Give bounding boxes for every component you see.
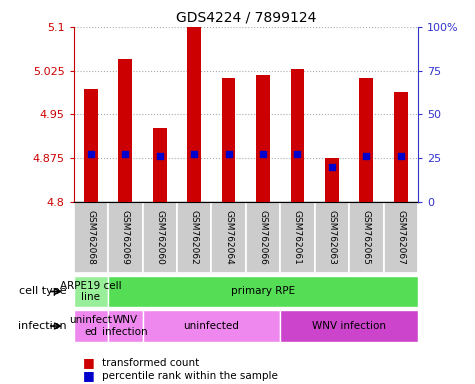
- Bar: [108, 310, 142, 342]
- Bar: [187, 27, 201, 202]
- Text: GSM762069: GSM762069: [121, 210, 130, 265]
- Text: GSM762065: GSM762065: [362, 210, 371, 265]
- Bar: [74, 276, 108, 307]
- Text: ■: ■: [83, 356, 95, 369]
- Bar: [291, 70, 304, 202]
- Bar: [325, 158, 339, 202]
- Text: transformed count: transformed count: [102, 358, 200, 368]
- Text: GSM762061: GSM762061: [293, 210, 302, 265]
- Text: GSM762066: GSM762066: [258, 210, 267, 265]
- Bar: [384, 202, 418, 273]
- Point: [294, 151, 301, 157]
- Text: GSM762068: GSM762068: [86, 210, 95, 265]
- Text: ■: ■: [83, 369, 95, 382]
- Bar: [314, 202, 349, 273]
- Text: primary RPE: primary RPE: [231, 286, 295, 296]
- Point: [225, 151, 232, 157]
- Bar: [280, 310, 418, 342]
- Text: GSM762062: GSM762062: [190, 210, 199, 265]
- Bar: [142, 202, 177, 273]
- Bar: [394, 92, 408, 202]
- Text: WNV infection: WNV infection: [312, 321, 386, 331]
- Text: GSM762060: GSM762060: [155, 210, 164, 265]
- Point: [156, 153, 163, 159]
- Text: uninfect
ed: uninfect ed: [69, 315, 112, 337]
- Title: GDS4224 / 7899124: GDS4224 / 7899124: [176, 10, 316, 24]
- Text: cell type: cell type: [19, 286, 66, 296]
- Bar: [360, 78, 373, 202]
- Bar: [177, 202, 211, 273]
- Text: GSM762063: GSM762063: [327, 210, 336, 265]
- Text: infection: infection: [18, 321, 66, 331]
- Text: ARPE19 cell
line: ARPE19 cell line: [60, 281, 122, 302]
- Bar: [246, 202, 280, 273]
- Text: GSM762064: GSM762064: [224, 210, 233, 265]
- Bar: [280, 202, 314, 273]
- Bar: [256, 75, 270, 202]
- Text: percentile rank within the sample: percentile rank within the sample: [102, 371, 278, 381]
- Bar: [142, 310, 280, 342]
- Point: [259, 151, 267, 157]
- Point: [122, 151, 129, 157]
- Bar: [153, 127, 167, 202]
- Bar: [84, 89, 98, 202]
- Bar: [118, 59, 132, 202]
- Point: [328, 164, 336, 170]
- Text: WNV
infection: WNV infection: [103, 315, 148, 337]
- Bar: [74, 202, 108, 273]
- Bar: [74, 310, 108, 342]
- Point: [362, 153, 370, 159]
- Text: GSM762067: GSM762067: [396, 210, 405, 265]
- Point: [87, 151, 95, 157]
- Bar: [222, 78, 236, 202]
- Bar: [211, 202, 246, 273]
- Text: uninfected: uninfected: [183, 321, 239, 331]
- Bar: [349, 202, 384, 273]
- Bar: [108, 202, 142, 273]
- Point: [190, 151, 198, 157]
- Point: [397, 153, 405, 159]
